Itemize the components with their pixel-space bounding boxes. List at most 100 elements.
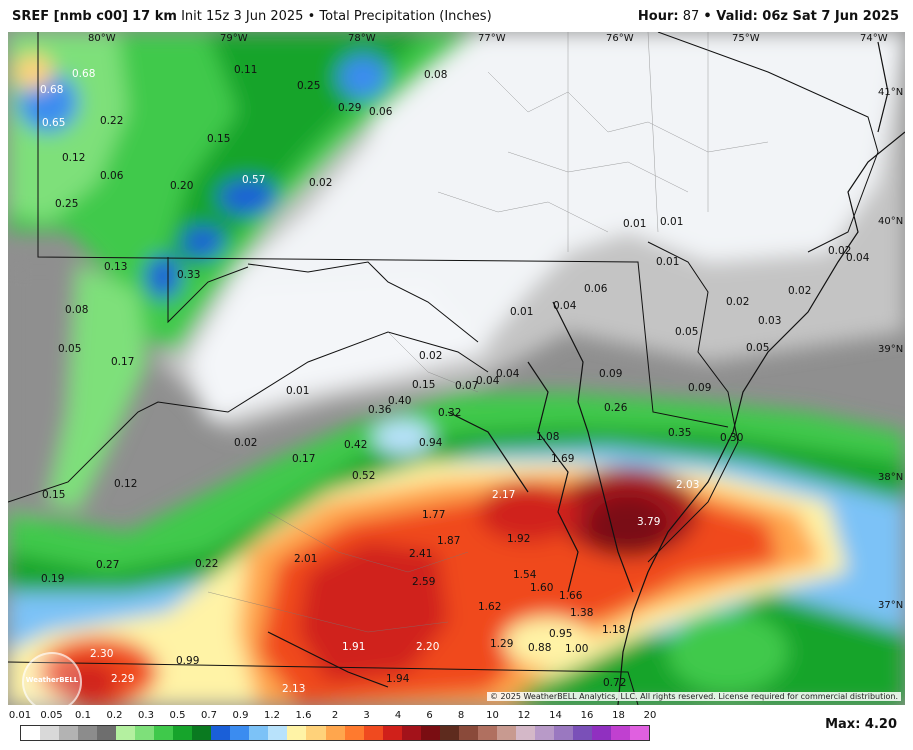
- value-label: 0.40: [388, 395, 411, 407]
- legend-swatch: [78, 726, 98, 740]
- value-label: 0.06: [584, 283, 608, 295]
- value-label: 0.12: [114, 478, 137, 490]
- value-label: 0.02: [828, 245, 851, 257]
- legend-tick-label: 1.6: [295, 710, 312, 721]
- value-label: 3.79: [637, 516, 660, 528]
- value-label: 0.15: [207, 133, 230, 145]
- value-label: 0.36: [368, 404, 392, 416]
- legend-tick-label: 0.7: [201, 710, 217, 721]
- value-label: 0.06: [369, 106, 393, 118]
- value-label: 2.03: [676, 479, 699, 491]
- legend-tick-label: 0.3: [138, 710, 154, 721]
- value-label: 1.00: [565, 643, 588, 655]
- legend-tick-label: 2: [331, 710, 339, 721]
- value-label: 0.95: [549, 628, 572, 640]
- legend-swatch: [572, 726, 592, 740]
- value-label: 0.65: [42, 117, 65, 129]
- value-label: 2.20: [416, 641, 439, 653]
- legend-swatch: [154, 726, 174, 740]
- value-label: 0.01: [656, 256, 679, 268]
- state-borders: [8, 32, 879, 705]
- lon-label: 77°W: [478, 33, 506, 44]
- value-label: 1.94: [386, 673, 410, 685]
- value-label: 0.52: [352, 470, 375, 482]
- header: SREF [nmb c00] 17 km Init 15z 3 Jun 2025…: [0, 0, 913, 32]
- legend-swatch: [496, 726, 516, 740]
- value-label: 0.17: [111, 356, 134, 368]
- precip-map[interactable]: 80°W 79°W 78°W 77°W 76°W 75°W 74°W 41°N …: [8, 32, 905, 705]
- lat-label: 41°N: [878, 87, 903, 98]
- lon-label: 79°W: [220, 33, 248, 44]
- legend-swatch: [249, 726, 269, 740]
- value-label: 0.11: [234, 64, 257, 76]
- weatherbell-logo: WeatherBELL: [22, 652, 82, 705]
- legend-tick-label: 10: [486, 710, 499, 721]
- legend-swatch: [325, 726, 345, 740]
- value-label: 0.01: [286, 385, 309, 397]
- color-legend: [20, 725, 650, 741]
- value-label: 1.91: [342, 641, 365, 653]
- lon-label: 75°W: [732, 33, 760, 44]
- legend-tick-label: 0.5: [169, 710, 186, 721]
- legend-tick-label: 0.9: [232, 710, 249, 721]
- value-label: 0.15: [42, 489, 65, 501]
- value-label: 0.25: [297, 80, 320, 92]
- value-label: 0.07: [455, 380, 478, 392]
- legend-swatch: [40, 726, 60, 740]
- lat-label: 39°N: [878, 344, 903, 355]
- value-label: 2.17: [492, 489, 515, 501]
- value-label: 0.08: [65, 304, 88, 316]
- legend-tick-label: 0.01: [8, 710, 32, 721]
- legend-tick-label: 0.2: [106, 710, 123, 721]
- legend-swatch: [458, 726, 478, 740]
- legend-tick-label: 3: [363, 710, 370, 721]
- value-label: 0.04: [553, 300, 577, 312]
- value-label: 1.18: [602, 624, 625, 636]
- legend-swatch: [534, 726, 554, 740]
- legend-swatch: [287, 726, 307, 740]
- legend-tick-label: 0.05: [40, 710, 63, 721]
- county-borders: [207, 32, 769, 633]
- max-value: Max: 4.20: [825, 717, 897, 732]
- legend-tick-label: 14: [549, 710, 562, 721]
- value-label: 0.25: [55, 198, 78, 210]
- value-label: 0.05: [675, 326, 698, 338]
- copyright-notice: © 2025 WeatherBELL Analytics, LLC. All r…: [487, 692, 901, 701]
- legend-swatch: [591, 726, 611, 740]
- value-label: 1.08: [536, 431, 559, 443]
- value-label: 0.08: [424, 69, 447, 81]
- value-label: 0.02: [309, 177, 332, 189]
- value-label: 0.27: [96, 559, 119, 571]
- value-label: 2.59: [412, 576, 435, 588]
- value-label: 2.30: [90, 648, 113, 660]
- init-time: Init 15z 3 Jun 2025: [181, 9, 304, 24]
- legend-tick-label: 16: [580, 710, 594, 721]
- legend-swatch: [610, 726, 630, 740]
- legend-tick-label: 12: [517, 710, 531, 721]
- legend-tick-label: 8: [457, 710, 465, 721]
- value-label: 0.22: [195, 558, 218, 570]
- value-label: 2.29: [111, 673, 134, 685]
- value-label: 2.01: [294, 553, 317, 565]
- lon-label: 76°W: [606, 33, 634, 44]
- legend-swatch: [97, 726, 117, 740]
- lon-label: 74°W: [860, 33, 888, 44]
- value-label: 0.01: [623, 218, 646, 230]
- legend-swatch: [344, 726, 364, 740]
- graticule-labels: 80°W 79°W 78°W 77°W 76°W 75°W 74°W 41°N …: [88, 33, 903, 611]
- legend-swatch: [553, 726, 573, 740]
- value-label: 0.33: [177, 269, 200, 281]
- precip-values: 0.68 0.68 0.65 0.22 0.11 0.25 0.08 0.29 …: [40, 64, 870, 695]
- legend-swatch: [21, 726, 41, 740]
- value-label: 0.04: [846, 252, 870, 264]
- legend-tick-label: 0.1: [75, 710, 91, 721]
- legend-swatch: [230, 726, 250, 740]
- map-canvas: 80°W 79°W 78°W 77°W 76°W 75°W 74°W 41°N …: [8, 32, 905, 705]
- model-resolution: 17 km: [132, 9, 177, 24]
- precip-shading: [8, 32, 905, 705]
- value-label: 0.04: [476, 375, 500, 387]
- legend-tick-label: 4: [394, 710, 402, 721]
- value-label: 0.03: [758, 315, 781, 327]
- value-label: 1.77: [422, 509, 445, 521]
- value-label: 0.13: [104, 261, 127, 273]
